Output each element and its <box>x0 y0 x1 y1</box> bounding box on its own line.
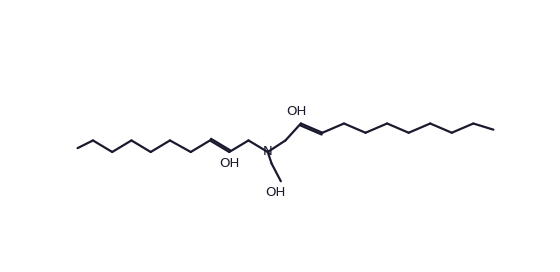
Text: N: N <box>263 146 273 159</box>
Text: OH: OH <box>219 157 240 170</box>
Text: OH: OH <box>265 186 286 199</box>
Text: OH: OH <box>286 106 306 118</box>
